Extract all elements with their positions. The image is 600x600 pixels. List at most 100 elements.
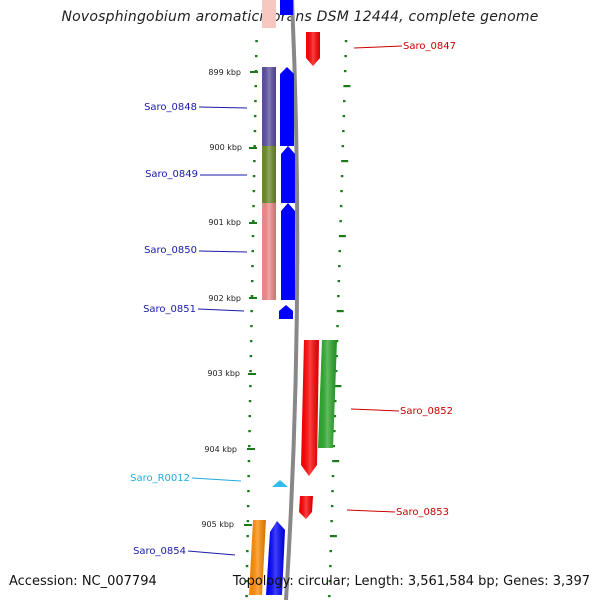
guide-dot — [332, 445, 336, 448]
guide-dot — [252, 220, 255, 223]
guide-dot — [253, 130, 257, 133]
guide-dot — [337, 295, 340, 298]
guide-dot — [329, 550, 332, 553]
gene-saro-0854[interactable] — [249, 520, 285, 595]
guide-dot — [252, 190, 256, 193]
guide-dot — [251, 280, 254, 283]
guide-dot — [342, 130, 345, 133]
scale-tick-label: 903 kbp — [207, 369, 240, 378]
guide-dot — [334, 400, 337, 403]
gene-saro-0851[interactable] — [279, 305, 293, 319]
guide-dot — [250, 310, 253, 313]
label-saro-0848[interactable]: Saro_0848 — [144, 102, 248, 113]
svg-text:Saro_0854: Saro_0854 — [133, 546, 186, 557]
guide-dot — [344, 55, 347, 58]
guide-dot — [343, 85, 351, 88]
scale-tick-label: 904 kbp — [204, 445, 237, 454]
ring-guides — [245, 40, 351, 598]
guide-dot — [337, 280, 341, 283]
label-saro-0854[interactable]: Saro_0854 — [133, 546, 236, 557]
label-saro-0851[interactable]: Saro_0851 — [143, 304, 245, 315]
gene-saro-0847[interactable] — [306, 32, 320, 66]
label-saro-0847[interactable]: Saro_0847 — [353, 41, 456, 52]
scale-tick-label: 901 kbp — [208, 218, 241, 227]
guide-dot — [245, 580, 249, 583]
guide-dot — [335, 355, 338, 358]
guide-dot — [332, 460, 340, 463]
label-saro-0849[interactable]: Saro_0849 — [145, 169, 247, 180]
scale-tick-label: 900 kbp — [209, 143, 242, 152]
guide-dot — [336, 325, 339, 328]
guide-dot — [341, 145, 345, 148]
guide-dot — [249, 370, 252, 373]
guide-dot — [330, 505, 334, 508]
gene-saro-0848[interactable] — [262, 67, 294, 146]
svg-text:Saro_0847: Saro_0847 — [403, 41, 456, 52]
map-title: Novosphingobium aromaticivorans DSM 1244… — [61, 9, 539, 25]
guide-dot — [247, 490, 250, 493]
guide-dot — [329, 565, 332, 568]
gene-saro-r0012[interactable] — [272, 480, 288, 487]
guide-dot — [253, 160, 256, 163]
gene-partial-top — [262, 0, 276, 28]
svg-text:Saro_0853: Saro_0853 — [396, 507, 449, 518]
guide-dot — [252, 175, 256, 178]
svg-text:Saro_0852: Saro_0852 — [400, 406, 453, 417]
gene-saro-0853[interactable] — [299, 496, 313, 519]
guide-dot — [248, 445, 251, 448]
scale-tick-label: 902 kbp — [208, 294, 241, 303]
guide-dot — [246, 520, 250, 523]
label-saro-0850[interactable]: Saro_0850 — [144, 245, 248, 256]
guide-dot — [333, 415, 337, 418]
backbone-line — [284, 0, 300, 600]
guide-dot — [246, 505, 250, 508]
guide-dot — [340, 175, 344, 178]
guide-dot — [339, 220, 342, 223]
gene-saro-0852[interactable] — [301, 340, 337, 476]
guide-dot — [248, 415, 251, 418]
label-saro-r0012[interactable]: Saro_R0012 — [130, 473, 242, 484]
guide-dot — [248, 430, 251, 433]
svg-text:Saro_0848: Saro_0848 — [144, 102, 197, 113]
guide-dot — [250, 295, 254, 298]
guide-dot — [253, 145, 256, 148]
guide-dot — [249, 340, 253, 343]
gene-partial-top — [280, 0, 293, 15]
gene-saro-0850[interactable] — [262, 203, 295, 300]
guide-dot — [344, 40, 348, 43]
gene-saro-0849[interactable] — [262, 146, 295, 203]
guide-dot — [251, 265, 254, 268]
accession-text: Accession: NC_007794 — [9, 574, 157, 589]
guide-dot — [340, 190, 343, 193]
guide-dot — [331, 490, 334, 493]
guide-dot — [338, 235, 346, 238]
guide-dot — [249, 385, 252, 388]
guide-dot — [336, 310, 344, 313]
guide-dot — [330, 520, 333, 523]
scale-tick-label: 899 kbp — [208, 68, 241, 77]
guide-dot — [249, 355, 253, 358]
guide-dot — [329, 535, 337, 538]
svg-text:Saro_R0012: Saro_R0012 — [130, 473, 190, 484]
guide-dot — [248, 400, 252, 403]
label-saro-0852[interactable]: Saro_0852 — [350, 406, 453, 417]
guide-dot — [252, 205, 255, 208]
guide-dot — [334, 370, 338, 373]
guide-dot — [333, 430, 336, 433]
guide-dot — [246, 550, 249, 553]
guide-dot — [251, 250, 254, 253]
guide-dot — [339, 205, 343, 208]
svg-text:Saro_0849: Saro_0849 — [145, 169, 198, 180]
guide-dot — [335, 340, 339, 343]
guide-dot — [245, 595, 248, 598]
label-saro-0853[interactable]: Saro_0853 — [346, 507, 449, 518]
guide-dot — [331, 475, 335, 478]
guide-dot — [253, 115, 257, 118]
guide-dot — [343, 100, 346, 103]
guide-dot — [247, 460, 251, 463]
guide-dot — [341, 160, 349, 163]
guide-dot — [338, 250, 341, 253]
guide-dot — [254, 100, 257, 103]
guide-dot — [328, 595, 331, 598]
